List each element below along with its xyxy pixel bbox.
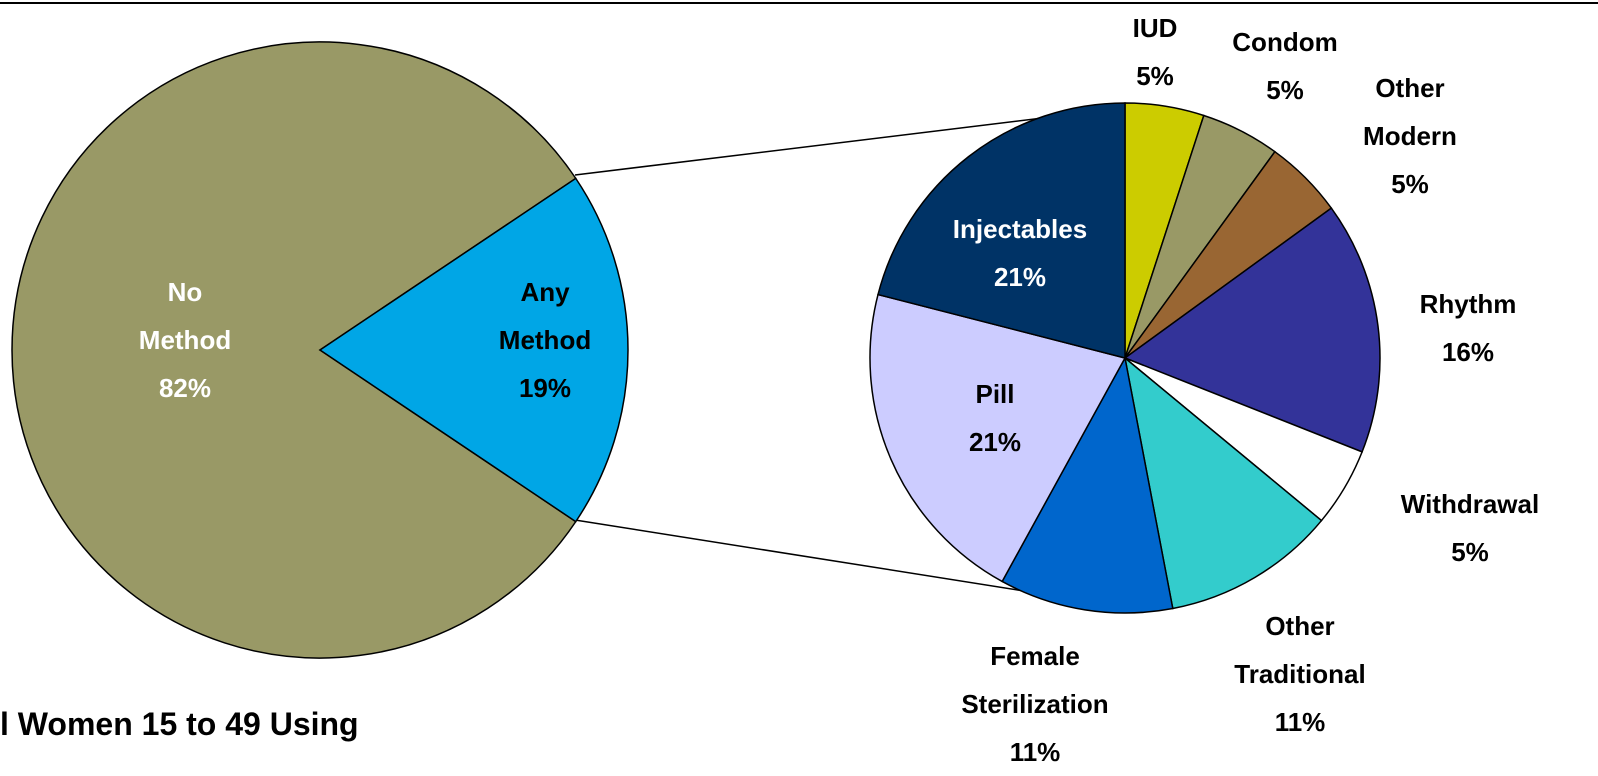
- connector-line: [574, 519, 1101, 604]
- pie-slice: [1001, 355, 1174, 614]
- pie-slice: [318, 177, 629, 523]
- pie-slice: [1123, 207, 1381, 453]
- category-label: Any Method: [498, 277, 592, 355]
- slice-label: Other Modern 5%: [1335, 64, 1485, 208]
- slice-label: Withdrawal 5%: [1380, 480, 1560, 576]
- category-label: Other Traditional: [1234, 611, 1366, 689]
- pie-slice: [11, 41, 577, 659]
- value-label: 5%: [1391, 169, 1429, 199]
- value-label: 21%: [993, 262, 1047, 292]
- slice-label: No Method 82%: [120, 268, 250, 412]
- chart-title: l Women 15 to 49 Using: [0, 706, 359, 742]
- slice-label: Any Method 19%: [480, 268, 610, 412]
- connector-line: [574, 111, 1093, 176]
- pie-slice: [1123, 356, 1323, 610]
- category-label: Withdrawal: [1400, 489, 1540, 519]
- value-label: 5%: [1136, 61, 1174, 91]
- slice-label: Other Traditional 11%: [1200, 602, 1400, 746]
- slice-label: Female Sterilization 11%: [930, 632, 1140, 776]
- slice-label: Injectables 21%: [930, 205, 1110, 301]
- value-label: 19%: [518, 373, 572, 403]
- slice-label: IUD 5%: [1110, 4, 1200, 100]
- category-label: Rhythm: [1419, 289, 1517, 319]
- value-label: 5%: [1266, 75, 1304, 105]
- pie-slice: [869, 293, 1127, 583]
- category-label: Female Sterilization: [961, 641, 1109, 719]
- category-label: IUD: [1132, 13, 1178, 43]
- value-label: 16%: [1441, 337, 1495, 367]
- slice-label: Pill 21%: [950, 370, 1040, 466]
- category-label: Injectables: [952, 214, 1088, 244]
- category-label: Condom: [1232, 27, 1338, 57]
- category-label: No Method: [138, 277, 232, 355]
- value-label: 5%: [1451, 537, 1489, 567]
- pie-slice: [877, 102, 1126, 359]
- value-label: 82%: [158, 373, 212, 403]
- slice-label: Rhythm 16%: [1398, 280, 1538, 376]
- value-label: 11%: [1009, 737, 1061, 767]
- category-label: Pill: [975, 379, 1015, 409]
- category-label: Other Modern: [1363, 73, 1457, 151]
- slice-label: Condom 5%: [1210, 18, 1360, 114]
- value-label: 21%: [968, 427, 1022, 457]
- value-label: 11%: [1274, 707, 1326, 737]
